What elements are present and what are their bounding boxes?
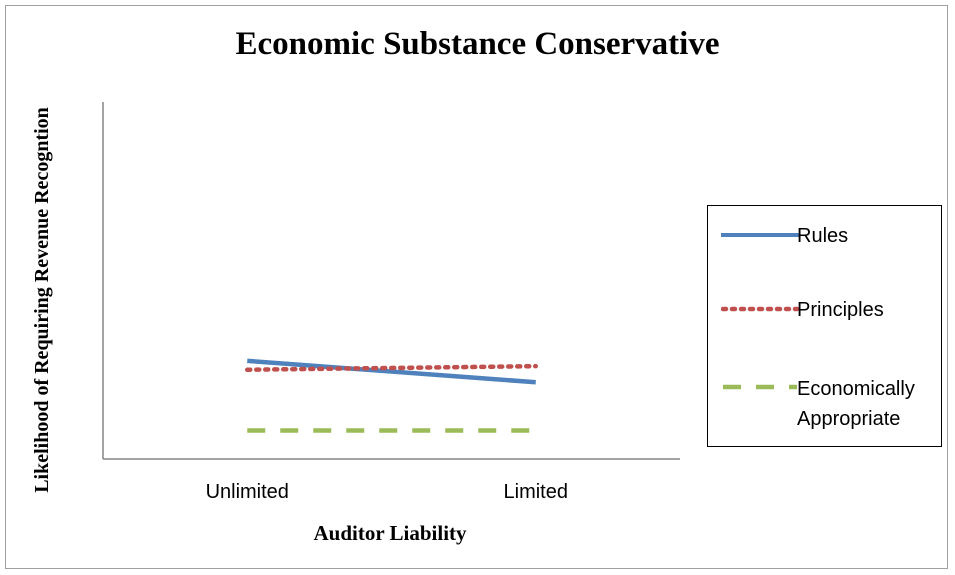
x-axis-label: Auditor Liability [313,521,467,545]
x-tick-label-limited: Limited [503,481,568,503]
chart-title: Economic Substance Conservative [235,26,720,62]
series-line-principles [245,363,538,372]
legend: Rules Principles Economically Appropriat… [707,205,942,447]
legend-label-principles: Principles [797,299,884,321]
series-line-rules [247,358,536,385]
x-tick-label-unlimited: Unlimited [205,481,289,503]
legend-label-economically-appropriate: Economically Appropriate [797,378,915,430]
legend-swatch-rules [721,233,799,237]
series-layer [245,358,538,433]
legend-label-rules: Rules [797,225,849,247]
